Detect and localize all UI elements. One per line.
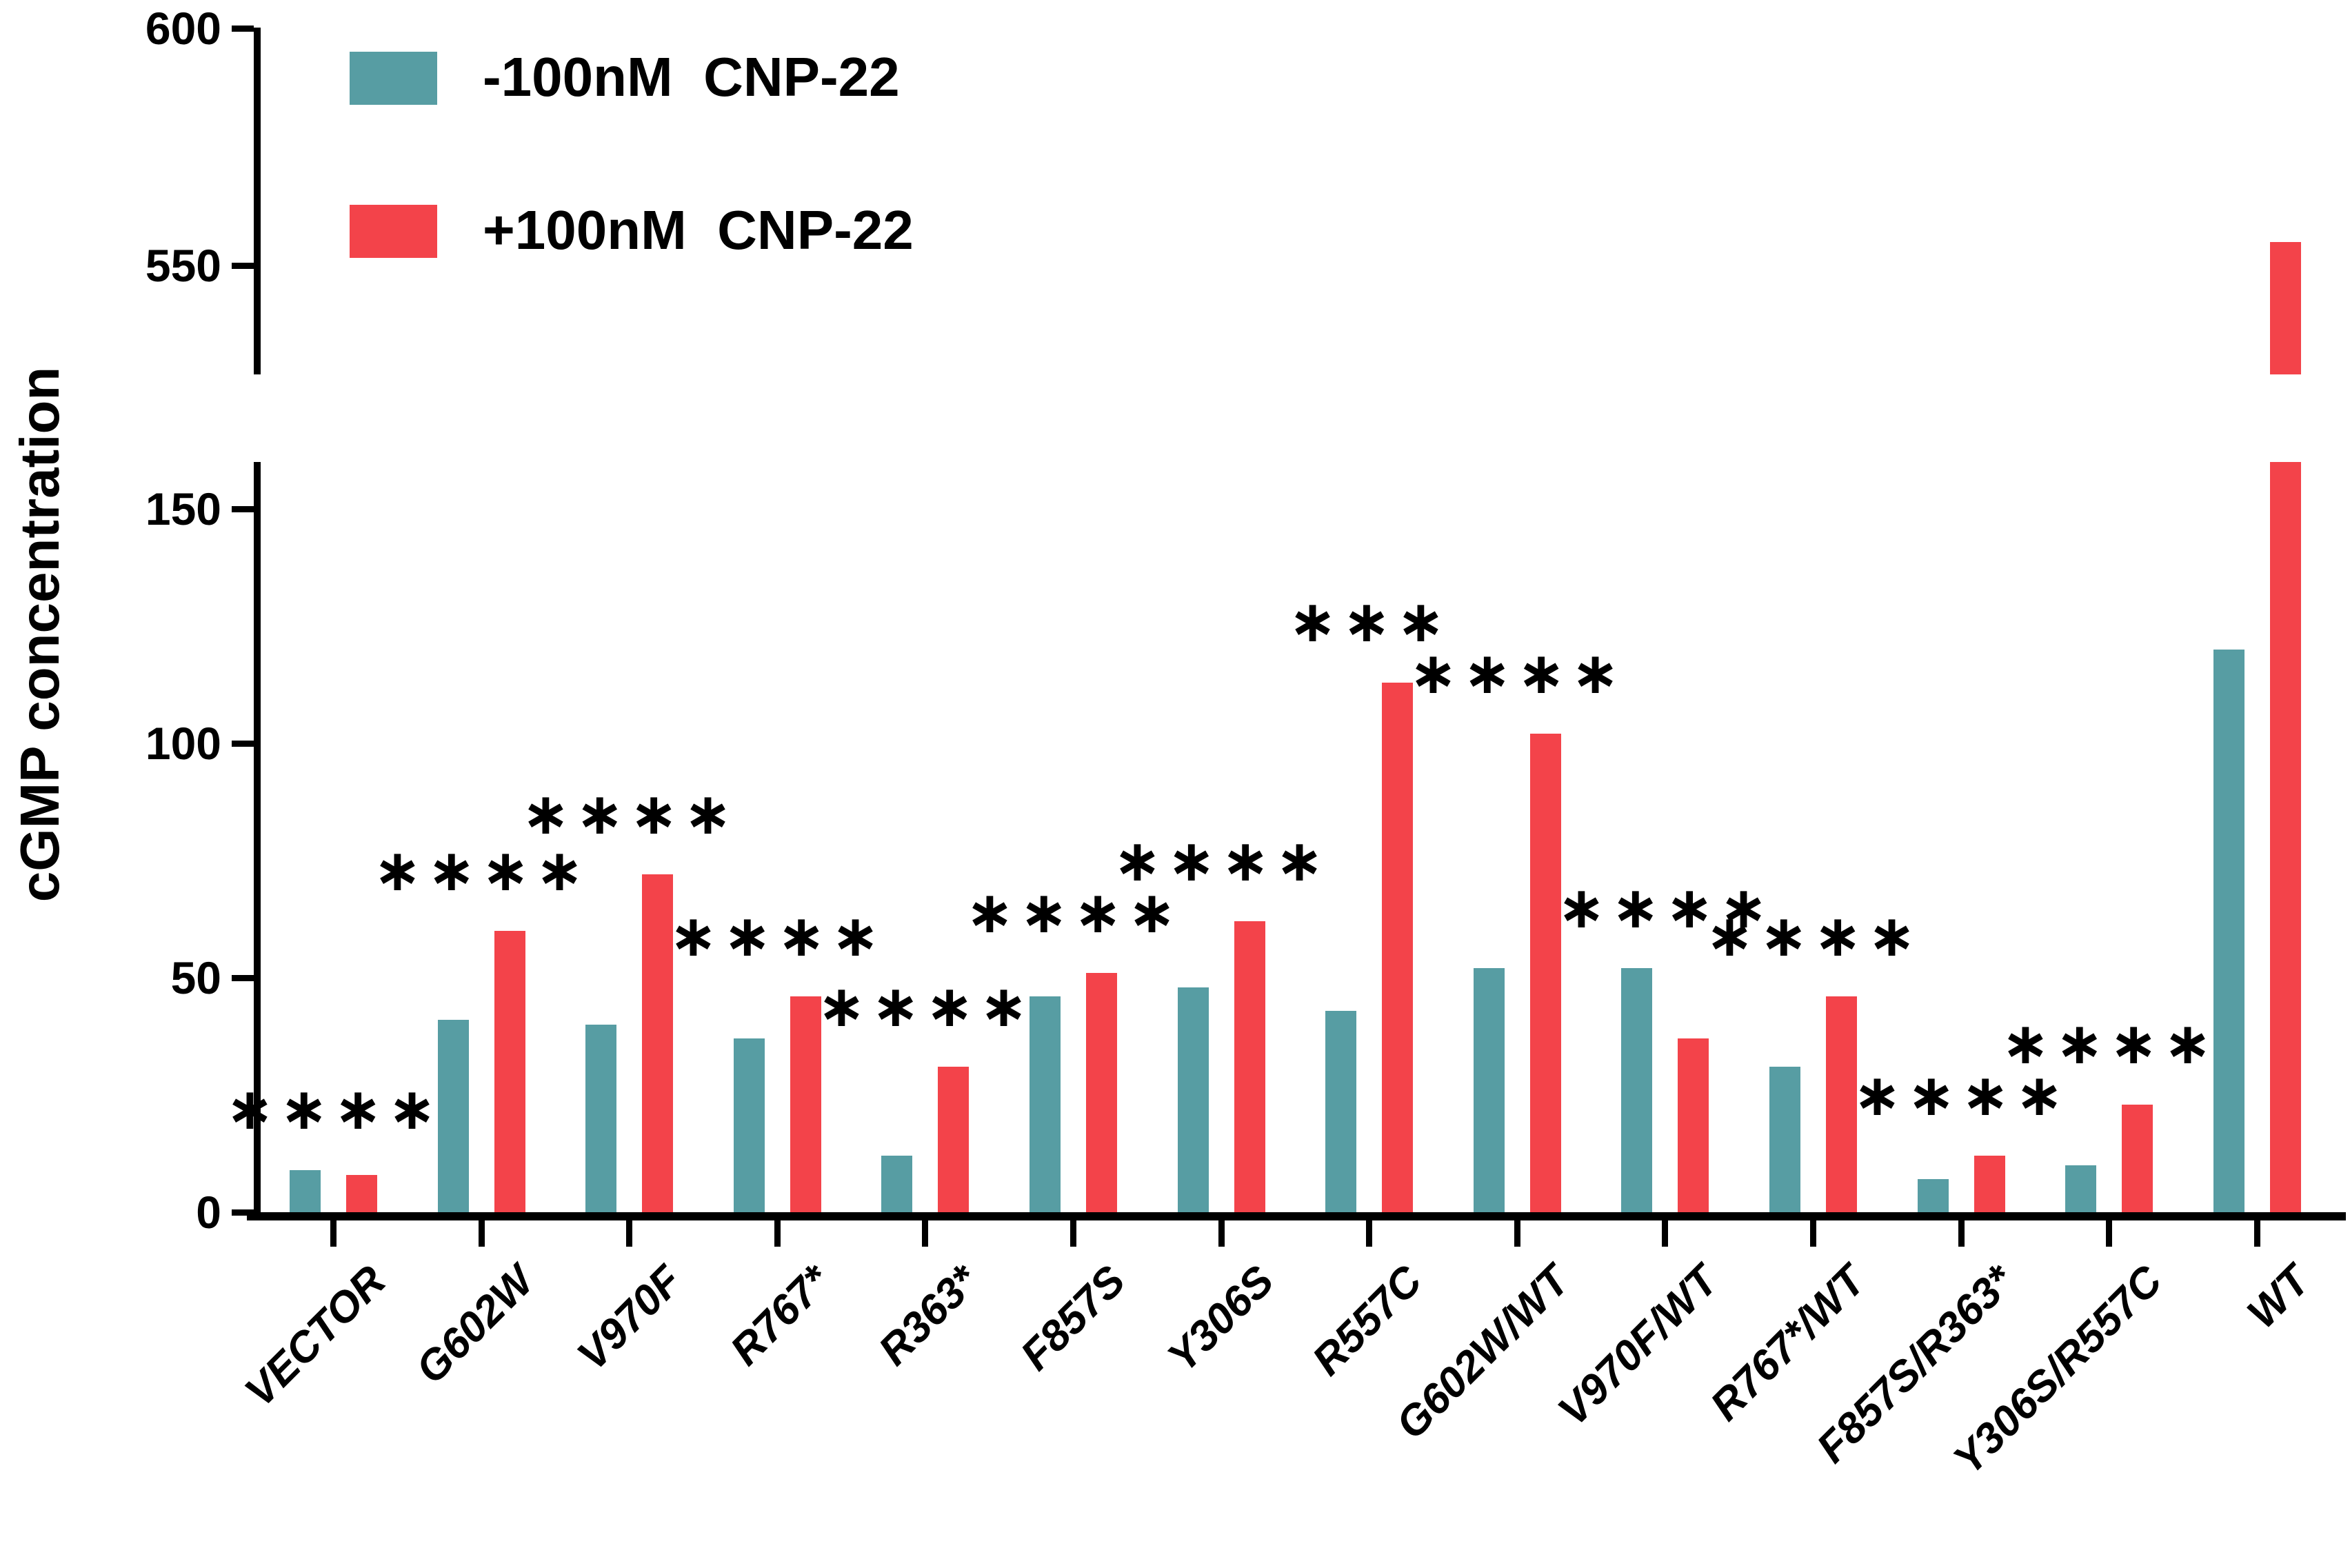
significance-stars-Y306S/R557C: ∗∗∗∗ (2001, 1009, 2218, 1077)
significance-stars-F857S/R363*: ∗∗∗∗ (1853, 1061, 2069, 1129)
bar-plus-cnp-Y306S (1234, 921, 1265, 1212)
bar-minus-cnp-F857S/R363* (1918, 1179, 1949, 1212)
bar-plus-cnp-WT-upper-piece (2270, 242, 2301, 374)
y-axis-lower-segment (254, 462, 261, 1220)
bar-minus-cnp-G602W (438, 1020, 469, 1212)
bar-plus-cnp-V970F (642, 874, 673, 1212)
y-tick-100 (232, 741, 254, 747)
x-tick-VECTOR (330, 1220, 337, 1247)
bar-minus-cnp-V970F/WT (1621, 968, 1652, 1212)
x-tick-R557C (1366, 1220, 1372, 1247)
y-tick-label-0: 0 (196, 1187, 221, 1238)
x-tick-Y306S (1218, 1220, 1225, 1247)
x-category-label-G602W: G602W (407, 1256, 543, 1394)
significance-stars-F857S: ∗∗∗∗ (965, 878, 1182, 946)
x-tick-V970F/WT (1662, 1220, 1668, 1247)
bar-plus-cnp-R557C (1382, 683, 1413, 1212)
bar-minus-cnp-WT (2213, 650, 2244, 1212)
x-category-label-R363*: R363* (869, 1256, 987, 1375)
bar-minus-cnp-Y306S (1178, 987, 1209, 1212)
bar-minus-cnp-R363* (881, 1156, 912, 1212)
bar-plus-cnp-G602W/WT (1530, 734, 1561, 1212)
bar-plus-cnp-Y306S/R557C (2122, 1105, 2153, 1212)
bar-minus-cnp-VECTOR (290, 1170, 321, 1212)
significance-stars-Y306S: ∗∗∗∗ (1113, 827, 1329, 894)
legend-label-minus-cnp: -100nM CNP-22 (483, 46, 900, 108)
bar-plus-cnp-VECTOR (346, 1175, 377, 1212)
x-tick-F857S (1070, 1220, 1076, 1247)
y-tick-label-150: 150 (145, 483, 221, 534)
x-category-label-VECTOR: VECTOR (235, 1256, 395, 1416)
y-tick-label-550: 550 (145, 240, 221, 291)
x-axis-line (247, 1212, 2346, 1220)
bar-minus-cnp-Y306S/R557C (2065, 1165, 2096, 1212)
bar-plus-cnp-G602W (494, 931, 525, 1212)
y-tick-550 (232, 263, 254, 269)
significance-stars-VECTOR: ∗∗∗∗ (225, 1075, 442, 1143)
x-tick-WT (2254, 1220, 2260, 1247)
x-tick-F857S/R363* (1958, 1220, 1965, 1247)
y-tick-label-50: 50 (170, 952, 221, 1003)
x-tick-G602W (479, 1220, 485, 1247)
bar-minus-cnp-R767*/WT (1769, 1067, 1800, 1212)
bar-plus-cnp-F857S/R363* (1974, 1156, 2005, 1212)
bar-plus-cnp-V970F/WT (1678, 1038, 1709, 1212)
bar-plus-cnp-R767*/WT (1826, 996, 1857, 1212)
bar-plus-cnp-R767* (790, 996, 821, 1212)
bar-minus-cnp-G602W/WT (1474, 968, 1505, 1212)
x-category-label-R557C: R557C (1303, 1256, 1432, 1385)
x-category-label-Y306S: Y306S (1158, 1256, 1283, 1382)
bar-minus-cnp-V970F (585, 1025, 616, 1212)
significance-stars-R363*: ∗∗∗∗ (817, 972, 1034, 1040)
bar-plus-cnp-WT (2270, 462, 2301, 1212)
significance-stars-R767*: ∗∗∗∗ (669, 902, 885, 969)
x-tick-G602W/WT (1514, 1220, 1520, 1247)
x-tick-V970F (626, 1220, 632, 1247)
y-tick-0 (232, 1209, 254, 1216)
x-category-label-R767*: R767* (721, 1256, 839, 1375)
y-tick-150 (232, 506, 254, 512)
bar-plus-cnp-F857S (1086, 973, 1117, 1212)
significance-stars-G602W: ∗∗∗∗ (373, 836, 590, 904)
x-category-label-F857S: F857S (1012, 1256, 1135, 1380)
x-tick-Y306S/R557C (2106, 1220, 2112, 1247)
significance-stars-V970F: ∗∗∗∗ (521, 780, 738, 847)
significance-stars-R767*/WT: ∗∗∗∗ (1705, 902, 1922, 969)
legend-swatch-minus-cnp (350, 52, 437, 105)
y-tick-600 (232, 26, 254, 32)
significance-stars-R557C: ∗∗∗ (1288, 587, 1451, 655)
bar-plus-cnp-R363* (938, 1067, 969, 1212)
y-tick-label-100: 100 (145, 718, 221, 769)
y-axis-upper-segment (254, 28, 261, 374)
legend-swatch-plus-cnp (350, 205, 437, 258)
legend-label-plus-cnp: +100nM CNP-22 (483, 199, 914, 261)
x-tick-R767*/WT (1810, 1220, 1816, 1247)
y-tick-50 (232, 975, 254, 981)
y-tick-label-600: 600 (145, 3, 221, 54)
x-category-label-WT: WT (2238, 1256, 2319, 1338)
x-category-label-V970F/WT: V970F/WT (1549, 1256, 1727, 1436)
significance-stars-G602W/WT: ∗∗∗∗ (1409, 639, 1625, 707)
bar-minus-cnp-F857S (1030, 996, 1061, 1212)
significance-stars-V970F/WT: ∗∗∗∗ (1557, 874, 1774, 941)
x-tick-R363* (922, 1220, 928, 1247)
x-category-label-V970F: V970F (568, 1256, 692, 1380)
bar-minus-cnp-R557C (1325, 1011, 1356, 1212)
x-tick-R767* (774, 1220, 781, 1247)
bar-minus-cnp-R767* (734, 1038, 765, 1212)
